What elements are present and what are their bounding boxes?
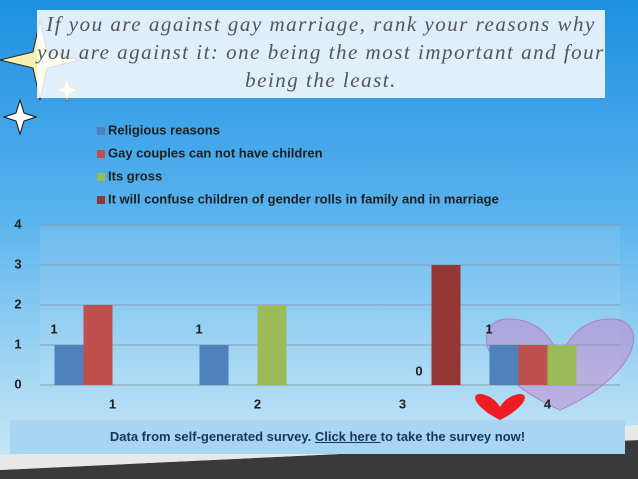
survey-link[interactable]: Click here <box>314 429 381 444</box>
x-tick-label: 2 <box>254 396 261 411</box>
footer-text: Data from self-generated survey. <box>109 429 315 444</box>
legend-label: Gay couples can not have children <box>108 145 323 160</box>
data-label: 1 <box>50 321 57 336</box>
bar <box>518 345 548 385</box>
data-label: 0 <box>415 363 422 378</box>
y-tick-label: 0 <box>14 376 21 391</box>
legend-label: Its gross <box>108 168 162 183</box>
bar <box>54 345 84 385</box>
bar <box>83 305 113 385</box>
x-tick-label: 1 <box>109 396 116 411</box>
x-tick-label: 4 <box>544 396 552 411</box>
y-tick-label: 1 <box>14 336 21 351</box>
footer-text: to take the survey now! <box>380 429 526 444</box>
legend-swatch <box>97 127 105 135</box>
bar <box>489 345 519 385</box>
legend-swatch <box>97 196 105 204</box>
y-tick-label: 4 <box>14 216 22 231</box>
bar <box>547 345 577 385</box>
y-tick-label: 2 <box>14 296 21 311</box>
bar <box>257 305 287 385</box>
data-label: 1 <box>195 321 202 336</box>
legend-swatch <box>97 150 105 158</box>
y-tick-label: 3 <box>14 256 21 271</box>
star <box>2 98 38 136</box>
footer: Data from self-generated survey. Click h… <box>10 420 625 454</box>
legend-label: Religious reasons <box>108 122 220 137</box>
x-tick-label: 3 <box>399 396 406 411</box>
bar <box>431 265 461 385</box>
data-label: 1 <box>485 321 492 336</box>
red-heart <box>475 394 525 420</box>
legend-swatch <box>97 173 105 181</box>
legend-label: It will confuse children of gender rolls… <box>108 191 499 206</box>
bar <box>199 345 229 385</box>
chart-title: If you are against gay marriage, rank yo… <box>37 10 605 98</box>
